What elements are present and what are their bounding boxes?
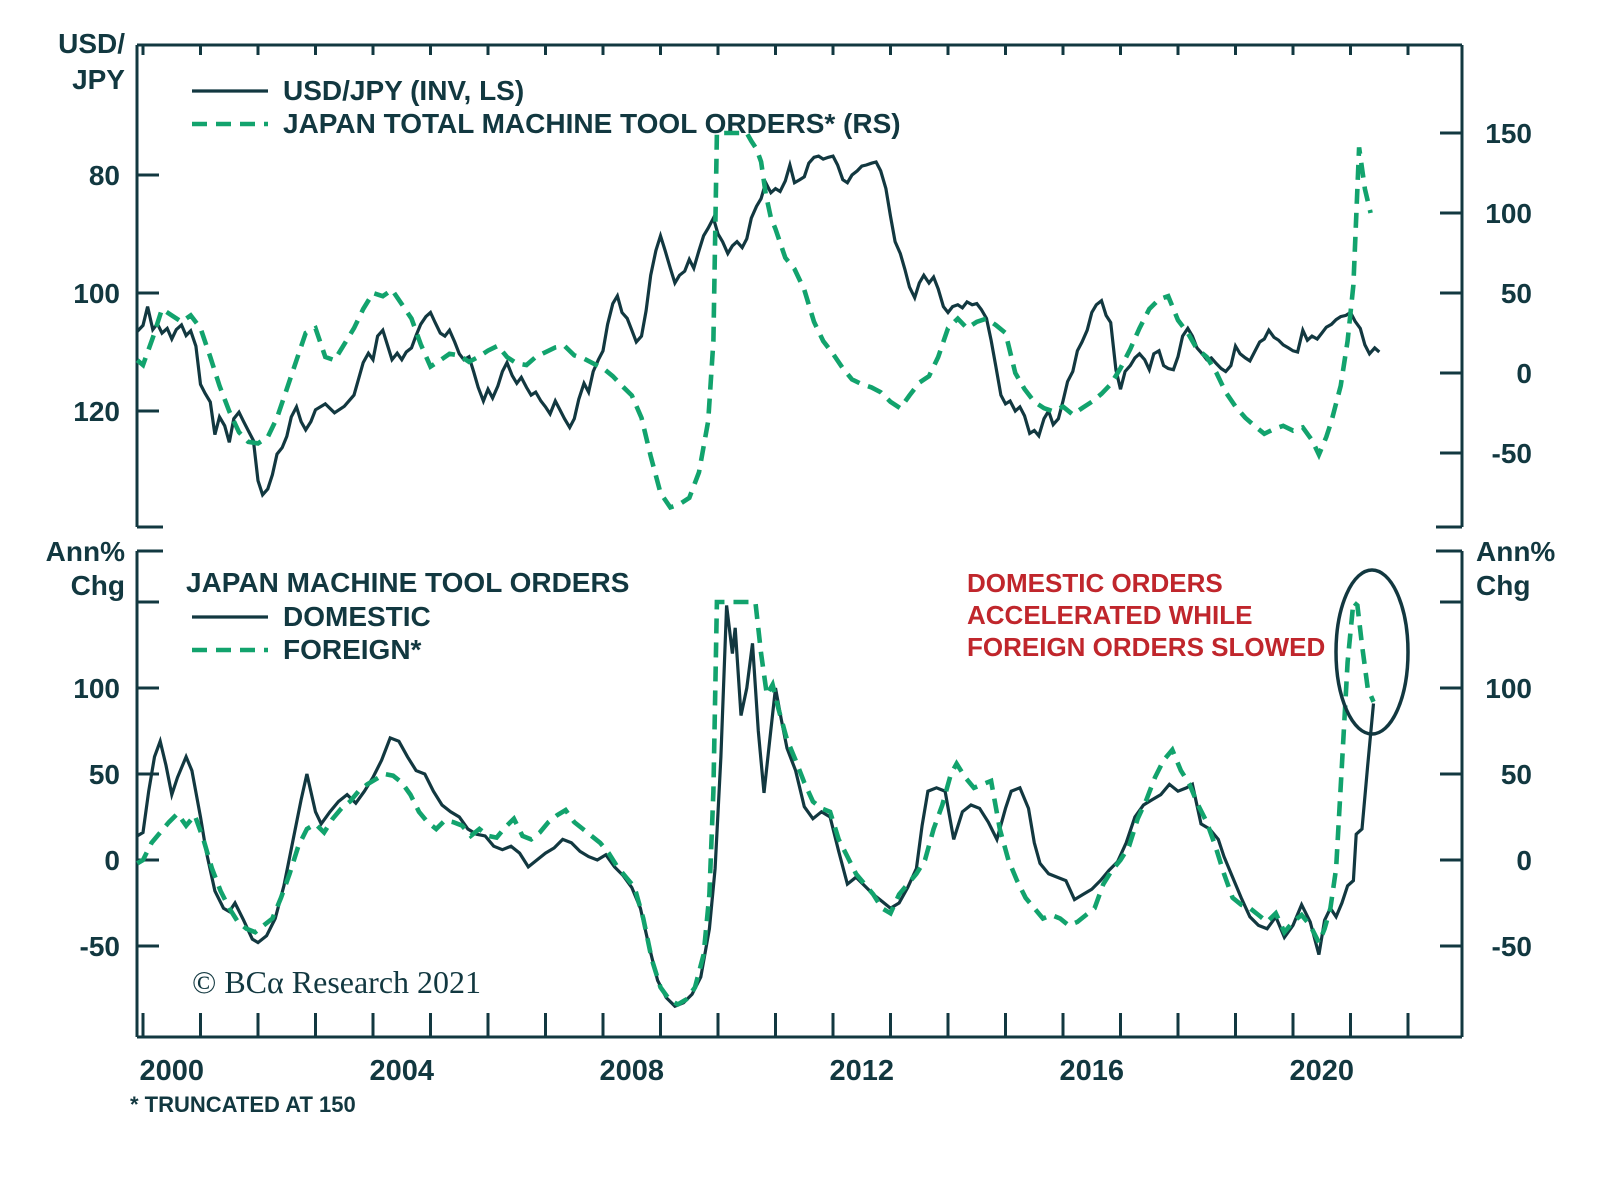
legend-total-orders-label: JAPAN TOTAL MACHINE TOOL ORDERS* (RS) [283, 108, 901, 139]
top-panel-series [135, 130, 1381, 511]
x-axis-label: 2020 [1289, 1055, 1354, 1087]
y-tick-label-right: 50 [1501, 278, 1532, 309]
bottom-right-axis-title-line1: Ann% [1476, 536, 1555, 567]
annotation-line1: DOMESTIC ORDERS [967, 568, 1223, 598]
bottom-legend: JAPAN MACHINE TOOL ORDERS DOMESTIC FOREI… [186, 567, 629, 665]
y-tick-label-right: -50 [1492, 931, 1532, 962]
bottom-right-axis-title-line2: Chg [1476, 570, 1530, 601]
bottom-panel-series [136, 597, 1376, 1009]
annotation: DOMESTIC ORDERS ACCELERATED WHILE FOREIG… [967, 568, 1410, 736]
top-panel-axes: 80 100 120 150 100 50 0 -50 [73, 43, 1532, 529]
top-panel: 80 100 120 150 100 50 0 -50 USD/ JPY USD/JPY (I… [58, 28, 1532, 529]
y-tick-label-left: -50 [80, 931, 120, 962]
y-tick-label-right: 150 [1485, 118, 1532, 149]
y-tick-label-left: 0 [104, 845, 120, 876]
y-tick-label-right: 100 [1485, 198, 1532, 229]
bottom-left-axis-title-line2: Chg [71, 570, 125, 601]
y-tick-label-right: 0 [1516, 358, 1532, 389]
y-tick-label-left: 100 [73, 278, 120, 309]
y-tick-label-left: 120 [73, 396, 120, 427]
series-foreign [136, 597, 1376, 1008]
series-japan-total-machine-tool-orders-rs [135, 130, 1373, 511]
copyright: © BCα Research 2021 [192, 964, 481, 1000]
bottom-left-axis-title-line1: Ann% [46, 536, 125, 567]
y-tick-label-left: 50 [89, 759, 120, 790]
legend-foreign-label: FOREIGN* [283, 634, 422, 665]
x-axis-label: 2000 [139, 1055, 204, 1087]
series-domestic [136, 605, 1376, 1009]
y-tick-label-right: 100 [1485, 673, 1532, 704]
y-tick-label-right: -50 [1492, 438, 1532, 469]
annotation-line3: FOREIGN ORDERS SLOWED [967, 632, 1325, 662]
footnote: * TRUNCATED AT 150 [130, 1092, 356, 1117]
bottom-panel-axes: 100 50 0 -50 100 50 0 -50 2000 2004 2008 2012 2016 20… [73, 549, 1532, 1087]
x-axis-label: 2008 [599, 1055, 664, 1087]
top-legend: USD/JPY (INV, LS) JAPAN TOTAL MACHINE TO… [192, 75, 901, 139]
bottom-legend-title: JAPAN MACHINE TOOL ORDERS [186, 567, 629, 598]
bottom-panel: 100 50 0 -50 100 50 0 -50 2000 2004 2008 2012 2016 20… [46, 536, 1556, 1087]
annotation-line2: ACCELERATED WHILE [967, 600, 1253, 630]
highlight-ellipse [1334, 568, 1410, 736]
y-tick-label-left: 80 [89, 160, 120, 191]
series-usd-jpy-inv-ls [136, 154, 1381, 498]
legend-domestic-label: DOMESTIC [283, 601, 431, 632]
x-axis-label: 2016 [1059, 1055, 1124, 1087]
top-left-axis-title-line2: JPY [72, 64, 125, 95]
x-axis-label: 2004 [369, 1055, 434, 1087]
top-left-axis-title-line1: USD/ [58, 28, 125, 59]
y-tick-label-right: 50 [1501, 759, 1532, 790]
x-axis-label: 2012 [829, 1055, 894, 1087]
y-tick-label-left: 100 [73, 673, 120, 704]
y-tick-label-right: 0 [1516, 845, 1532, 876]
legend-usdjpy-label: USD/JPY (INV, LS) [283, 75, 524, 106]
